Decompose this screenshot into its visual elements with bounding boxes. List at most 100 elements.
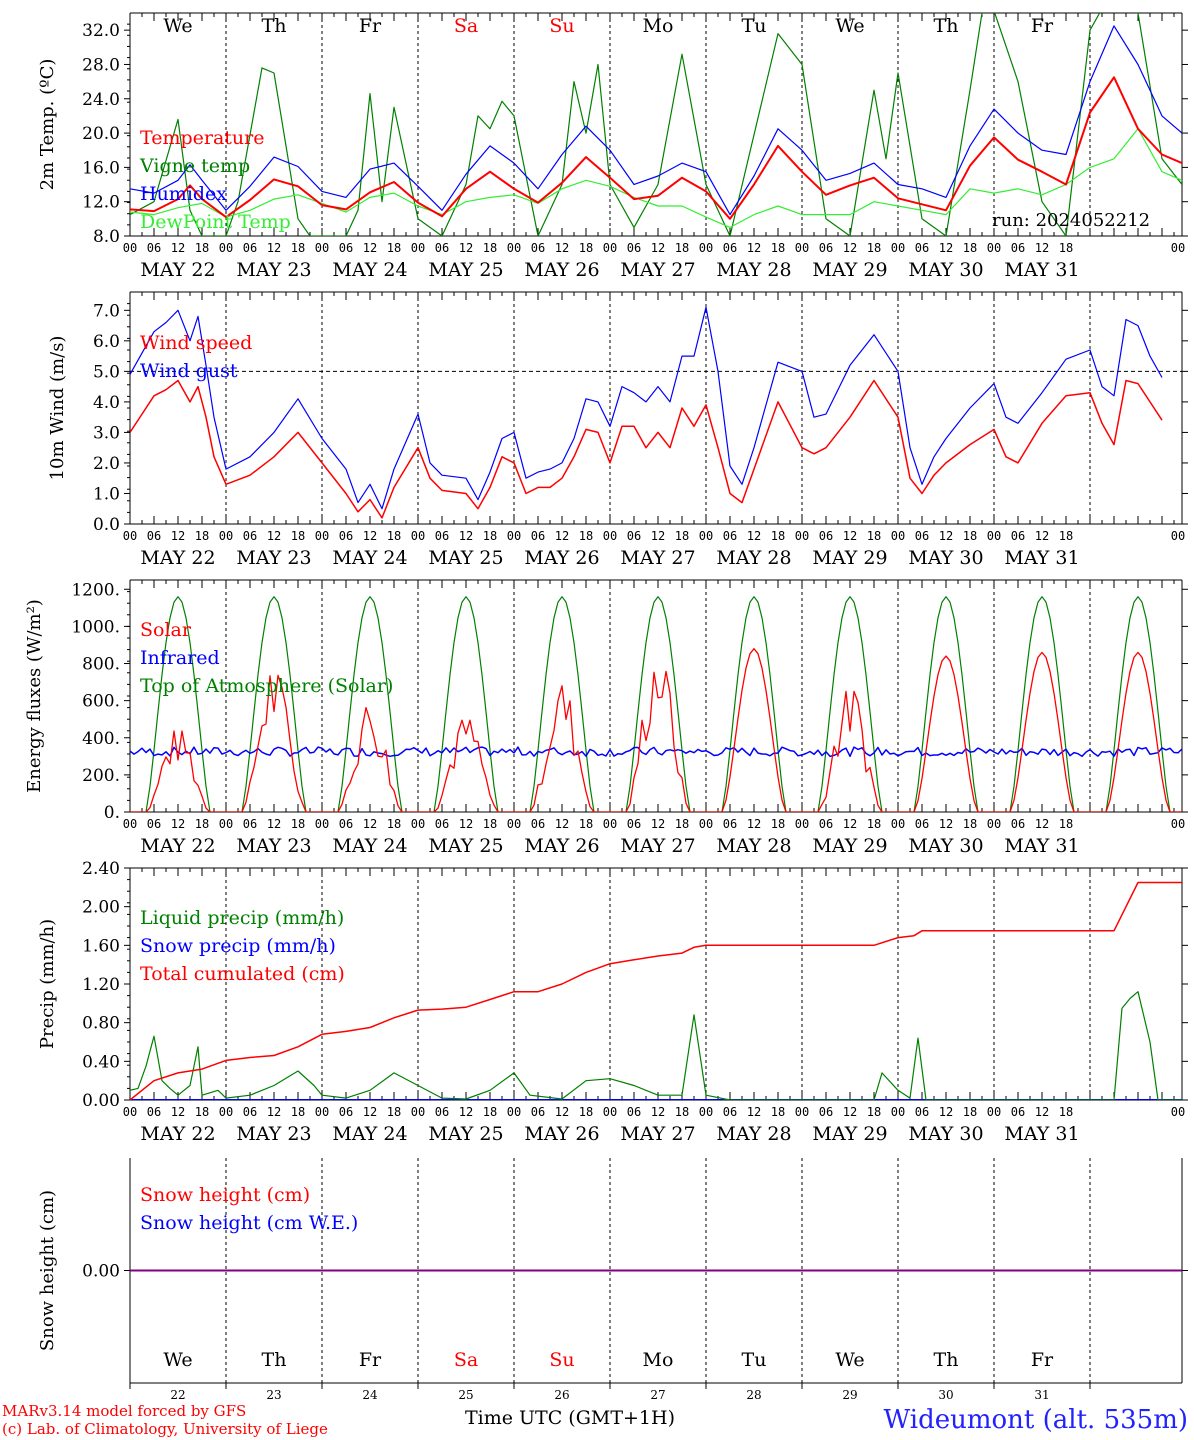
hour-tick-label: 12 [939,1105,953,1119]
hour-tick-label: 00 [795,1105,809,1119]
hour-tick-label: 00 [1171,241,1185,255]
hour-tick-label: 12 [363,1105,377,1119]
hour-tick-label: 06 [147,817,161,831]
y-axis-label: Precip (mm/h) [37,919,58,1049]
hour-tick-label: 06 [243,1105,257,1119]
legend-entry: DewPoint Temp [140,211,291,233]
hour-tick-label: 12 [363,529,377,543]
y-tick-label: 7.0 [93,301,120,321]
model-credit: MARv3.14 model forced by GFS [2,1402,246,1420]
series-group [130,596,1182,812]
hour-tick-label: 12 [171,529,185,543]
hour-tick-label: 06 [1011,529,1025,543]
y-tick-label: 1.20 [82,975,120,995]
hour-tick-label: 06 [531,241,545,255]
date-label: MAY 23 [236,259,311,281]
hour-tick-label: 18 [963,529,977,543]
day-number-label: 26 [554,1388,569,1402]
hour-tick-label: 06 [819,1105,833,1119]
hour-tick-label: 18 [1059,817,1073,831]
hour-tick-label: 18 [195,529,209,543]
hour-tick-label: 00 [411,529,425,543]
hour-tick-label: 06 [723,817,737,831]
hour-tick-label: 18 [579,529,593,543]
date-label: MAY 27 [620,1123,695,1145]
hour-tick-label: 06 [1011,1105,1025,1119]
hour-tick-label: 12 [747,817,761,831]
hour-tick-label: 00 [987,1105,1001,1119]
hour-tick-label: 06 [1011,817,1025,831]
date-label: MAY 30 [908,1123,983,1145]
hour-tick-label: 00 [603,529,617,543]
hour-tick-label: 06 [819,817,833,831]
series-line-solar [130,648,1182,812]
weekday-label: Fr [359,15,382,37]
hour-tick-label: 12 [651,529,665,543]
x-axis-label: Time UTC (GMT+1H) [465,1407,675,1429]
hour-tick-label: 12 [1035,241,1049,255]
hour-tick-label: 00 [795,241,809,255]
hour-tick-label: 06 [531,529,545,543]
hour-tick-label: 00 [315,529,329,543]
hour-tick-label: 00 [123,1105,137,1119]
series-line-speed [130,379,1163,519]
hour-tick-label: 18 [675,817,689,831]
hour-tick-label: 00 [603,1105,617,1119]
hour-tick-label: 12 [843,529,857,543]
hour-tick-label: 12 [651,241,665,255]
date-label: MAY 29 [812,1123,887,1145]
y-axis-label: Energy fluxes (W/m²) [24,599,45,793]
legend-entry: Humidex [140,183,227,205]
hour-tick-label: 12 [555,529,569,543]
hour-tick-label: 00 [507,529,521,543]
y-tick-label: 600. [82,692,120,712]
hour-tick-label: 06 [819,529,833,543]
y-axis-label: 2m Temp. (ºC) [37,59,58,191]
hour-tick-label: 00 [891,241,905,255]
weekday-label: Tu [742,1349,767,1371]
hour-tick-label: 00 [315,241,329,255]
hour-tick-label: 18 [291,529,305,543]
date-label: MAY 29 [812,547,887,569]
legend-entry: Temperature [140,127,264,149]
hour-tick-label: 12 [459,241,473,255]
hour-tick-label: 00 [123,817,137,831]
hour-tick-label: 18 [579,817,593,831]
day-number-label: 27 [650,1388,665,1402]
hour-tick-label: 18 [579,1105,593,1119]
hour-tick-label: 06 [531,1105,545,1119]
legend-entry: Top of Atmosphere (Solar) [140,675,393,697]
day-number-label: 25 [458,1388,473,1402]
y-tick-label: 0.40 [82,1052,120,1072]
panel-1: 32.0 28.0 24.0 20.0 16.0 12.0 8.0 2m Temp. (ºC)… [37,12,1188,281]
day-number-label: 31 [1034,1388,1049,1402]
hour-tick-label: 18 [1059,529,1073,543]
hour-tick-label: 18 [771,1105,785,1119]
hour-tick-label: 06 [435,817,449,831]
hour-tick-label: 12 [555,1105,569,1119]
date-label: MAY 31 [1004,547,1079,569]
hour-tick-label: 06 [243,241,257,255]
hour-tick-label: 12 [651,817,665,831]
legend-entry: Solar [140,619,192,641]
date-label: MAY 31 [1004,835,1079,857]
hour-tick-label: 12 [747,241,761,255]
date-label: MAY 27 [620,835,695,857]
weekday-label: Th [262,15,287,37]
date-label: MAY 27 [620,547,695,569]
hour-tick-label: 06 [915,241,929,255]
y-tick-label: 1.0 [93,484,120,504]
y-tick-label: 0.80 [82,1014,120,1034]
hour-tick-label: 06 [243,529,257,543]
day-number-label: 30 [938,1388,953,1402]
hour-tick-label: 00 [219,817,233,831]
date-label: MAY 25 [428,835,503,857]
hour-tick-label: 12 [555,817,569,831]
panel-2: 7.0 6.0 5.0 4.0 3.0 2.0 1.0 0.0 10m Wind (m/s) Wi… [47,291,1188,569]
y-tick-label: 12.0 [82,193,120,213]
hour-tick-label: 00 [219,1105,233,1119]
hour-tick-label: 12 [555,241,569,255]
y-tick-label: 1000. [71,617,120,637]
legend-entry: Snow precip (mm/h) [140,935,336,957]
hour-tick-label: 00 [699,241,713,255]
